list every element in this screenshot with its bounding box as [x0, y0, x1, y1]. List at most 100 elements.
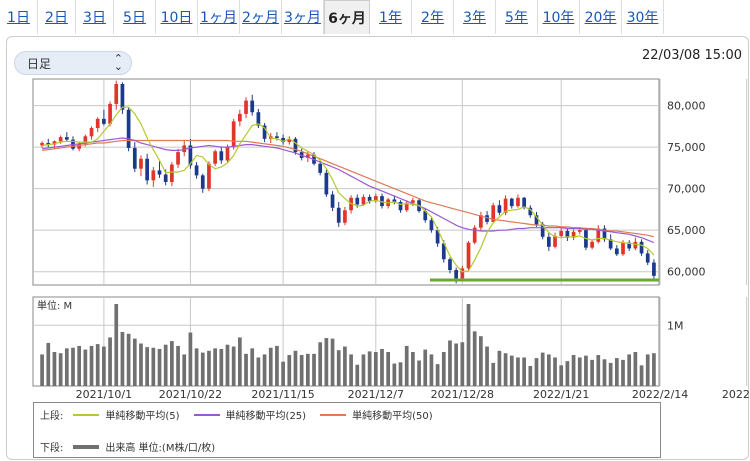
candle-body: [330, 194, 335, 208]
tab-4[interactable]: 10日: [156, 0, 198, 34]
volume-bar: [281, 361, 285, 386]
period-select-value: 日足: [27, 56, 52, 71]
volume-bar: [553, 357, 557, 386]
candle-body: [132, 147, 137, 169]
candle-body: [237, 113, 242, 122]
candle-body: [139, 158, 143, 169]
volume-bar: [188, 332, 193, 386]
ma25-line: [42, 137, 655, 244]
candle-body: [571, 231, 576, 238]
candle-body: [275, 136, 279, 138]
chart-timestamp: 22/03/08 15:00: [642, 48, 742, 63]
tab-0[interactable]: 1日: [0, 0, 38, 34]
volume-bar: [268, 347, 273, 386]
volume-bar: [83, 349, 88, 386]
volume-bar: [219, 348, 224, 386]
tab-11[interactable]: 3年: [454, 0, 496, 34]
volume-bar: [602, 359, 607, 386]
volume-bar: [534, 358, 539, 386]
volume-bar: [404, 345, 409, 386]
tab-5[interactable]: 1ヶ月: [198, 0, 240, 34]
candle-body: [454, 270, 459, 279]
candle-body: [287, 138, 292, 143]
volume-bar: [565, 361, 570, 386]
volume-bar: [126, 333, 131, 386]
volume-bar: [571, 355, 576, 386]
volume-bar: [200, 352, 205, 386]
volume-swatch: [73, 444, 100, 449]
tab-7[interactable]: 3ヶ月: [282, 0, 324, 34]
tab-10[interactable]: 2年: [412, 0, 454, 34]
candle-body: [590, 241, 594, 248]
tab-13[interactable]: 10年: [538, 0, 580, 34]
volume-bar: [373, 352, 378, 386]
candle-body: [491, 205, 496, 222]
candle-body: [485, 215, 489, 222]
tab-12[interactable]: 5年: [496, 0, 538, 34]
volume-bar: [318, 342, 323, 386]
price-tick-label: 65,000: [667, 224, 706, 237]
candle-body: [361, 196, 366, 205]
legend-ma50: 単純移動平均(50): [320, 407, 433, 422]
candle-body: [479, 215, 483, 228]
tab-3[interactable]: 5日: [114, 0, 156, 34]
tab-8[interactable]: 6ヶ月: [324, 0, 370, 34]
candle-body: [429, 220, 434, 231]
volume-bar: [503, 353, 508, 386]
tab-1[interactable]: 2日: [38, 0, 76, 34]
volume-bar: [380, 348, 384, 386]
candle-body: [207, 163, 211, 189]
volume-bar: [497, 350, 502, 386]
candle-body: [522, 197, 526, 208]
ma5-swatch: [73, 413, 100, 416]
tab-2[interactable]: 3日: [76, 0, 114, 34]
volume-bar: [639, 365, 644, 386]
stock-chart: 60,000 65,000 70,000 75,000 80,000 2021/10/1 2…: [32, 78, 750, 400]
volume-bar: [590, 359, 594, 386]
volume-bar: [596, 355, 601, 386]
volume-bar: [392, 363, 397, 386]
tab-6[interactable]: 2ヶ月: [240, 0, 282, 34]
candle-body: [102, 118, 106, 124]
period-select[interactable]: 日足 ⌃ ⌄: [14, 51, 132, 75]
candle-body: [398, 201, 403, 211]
volume-bar: [176, 345, 180, 386]
candle-body: [200, 175, 205, 189]
date-tick-label: 2021/11/15: [251, 388, 314, 400]
legend-ma5-label: 単純移動平均(5): [105, 411, 180, 422]
volume-bar: [287, 355, 292, 386]
candle-body: [503, 198, 508, 213]
candle-body: [108, 103, 112, 124]
volume-bar: [509, 355, 514, 386]
volume-bar: [454, 343, 459, 386]
date-tick-label: 2022/1/21: [533, 388, 589, 400]
candle-body: [565, 231, 570, 238]
volume-bar: [349, 354, 353, 386]
period-tabs: 1日 2日 3日 5日 10日 1ヶ月 2ヶ月 3ヶ月 6ヶ月 1年 2年 3年 5年 10年 20年 30年: [0, 0, 750, 34]
tab-9[interactable]: 1年: [370, 0, 412, 34]
candle-body: [163, 174, 168, 182]
tab-15[interactable]: 30年: [622, 0, 664, 34]
volume-bar: [207, 350, 211, 386]
candle-body: [602, 228, 607, 240]
candle-body: [343, 210, 347, 223]
volume-bar: [46, 342, 51, 386]
volume-bar: [58, 353, 63, 386]
candle-body: [231, 121, 236, 148]
candle-body: [540, 224, 545, 237]
candle-body: [534, 215, 539, 225]
chart-legend: 上段: 単純移動平均(5) 単純移動平均(25) 単純移動平均(50) 下段: …: [33, 402, 661, 458]
candle-body: [441, 243, 446, 260]
volume-bar: [528, 365, 533, 386]
volume-bar: [491, 362, 496, 386]
candle-body: [40, 142, 44, 146]
volume-bar: [89, 345, 94, 386]
tab-14[interactable]: 20年: [580, 0, 622, 34]
volume-bar: [102, 346, 106, 386]
date-tick-label: 2021/10/22: [159, 388, 222, 400]
candle-body: [293, 138, 298, 153]
candle-body: [404, 202, 409, 211]
volume-bar: [163, 344, 168, 386]
volume-bar: [355, 364, 360, 386]
legend-ma25: 単純移動平均(25): [193, 407, 306, 422]
